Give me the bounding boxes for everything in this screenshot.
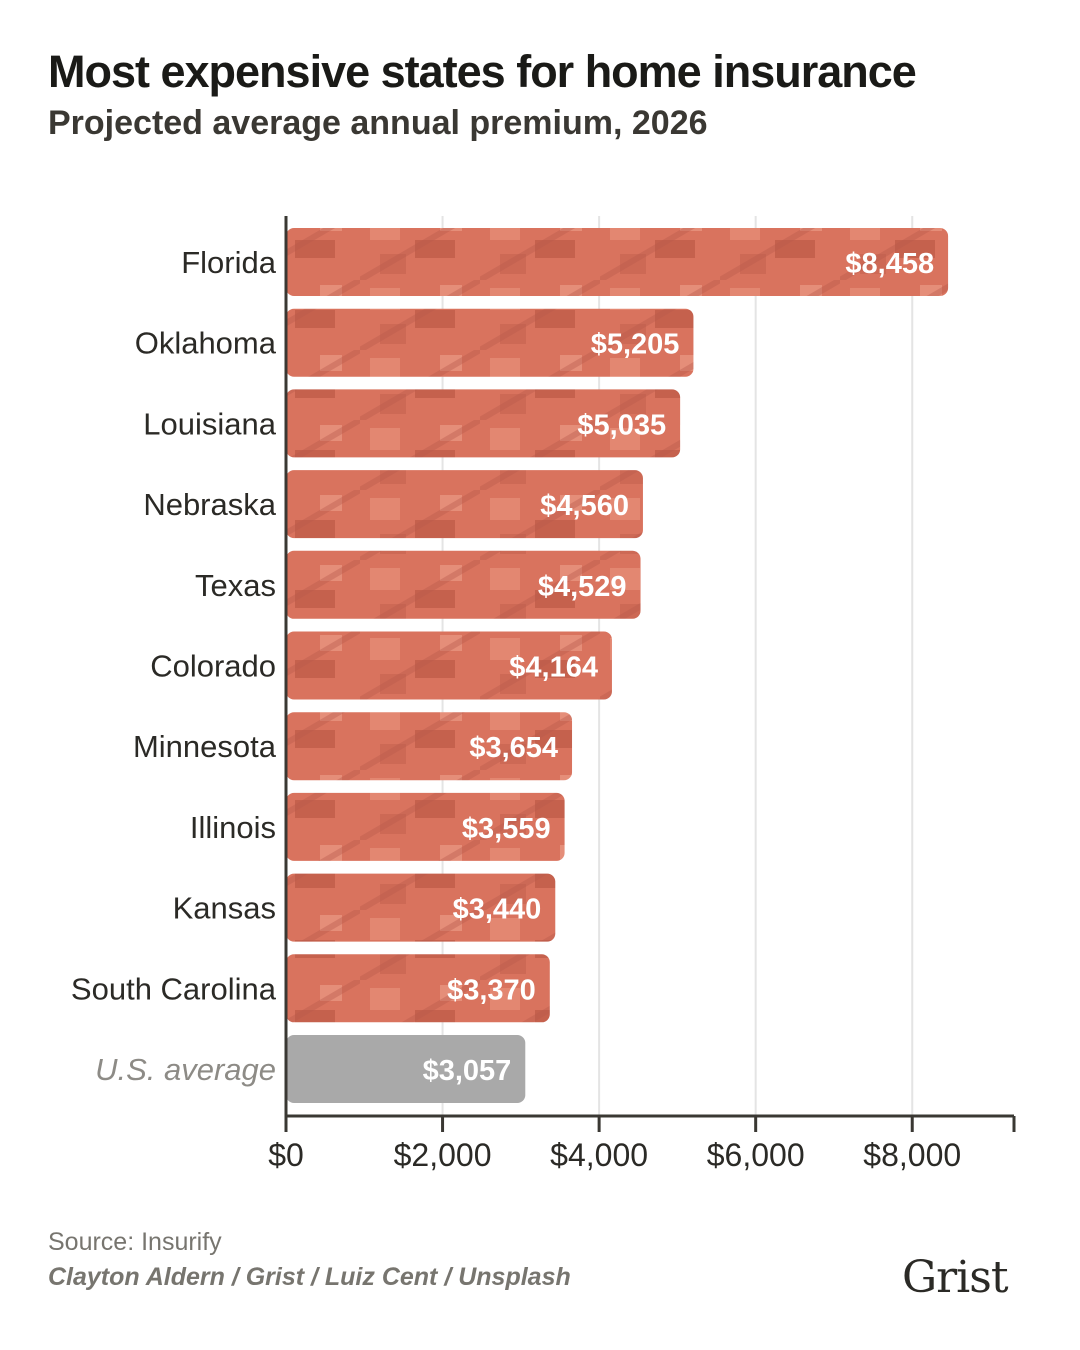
category-label: Texas bbox=[195, 568, 276, 603]
data-label: $5,205 bbox=[591, 329, 680, 361]
bar-chart: Florida $8,458 Oklahoma $5,205 Louisiana $5,0… bbox=[71, 216, 1016, 1173]
category-label: Minnesota bbox=[133, 729, 277, 764]
chart-subtitle: Projected average annual premium, 2026 bbox=[48, 104, 708, 142]
category-label: South Carolina bbox=[71, 971, 277, 1006]
x-tick-label: $0 bbox=[268, 1137, 304, 1173]
data-label: $5,035 bbox=[577, 409, 666, 441]
data-label: $8,458 bbox=[845, 248, 934, 280]
bar bbox=[286, 1035, 526, 1103]
category-label: Florida bbox=[181, 245, 277, 280]
data-label: $4,529 bbox=[538, 571, 627, 603]
bar bbox=[286, 712, 573, 781]
bar bbox=[286, 954, 550, 1023]
grist-logo: Grist bbox=[902, 1252, 1009, 1303]
x-tick-label: $4,000 bbox=[550, 1137, 648, 1173]
category-label: Colorado bbox=[150, 649, 276, 684]
bar bbox=[286, 228, 949, 296]
bar bbox=[286, 873, 556, 942]
data-label: $4,560 bbox=[540, 490, 629, 522]
category-label: Nebraska bbox=[143, 487, 276, 522]
category-label: Illinois bbox=[190, 810, 276, 845]
credit-line: Clayton Aldern / Grist / Luiz Cent / Uns… bbox=[48, 1263, 571, 1291]
category-label: Oklahoma bbox=[135, 326, 277, 361]
x-tick-label: $6,000 bbox=[707, 1137, 805, 1173]
category-label: Louisiana bbox=[143, 406, 276, 441]
data-label: $3,057 bbox=[423, 1055, 512, 1087]
source-note: Source: Insurify bbox=[48, 1228, 222, 1256]
x-tick-label: $2,000 bbox=[394, 1137, 492, 1173]
category-label: Kansas bbox=[173, 891, 276, 926]
bar bbox=[286, 631, 612, 700]
bar bbox=[286, 792, 565, 861]
bar bbox=[286, 389, 681, 458]
data-label: $3,370 bbox=[447, 974, 536, 1006]
data-label: $3,654 bbox=[469, 732, 558, 764]
bar bbox=[286, 470, 643, 539]
data-label: $3,440 bbox=[453, 894, 542, 926]
data-label: $4,164 bbox=[509, 652, 598, 684]
x-tick-label: $8,000 bbox=[863, 1137, 961, 1173]
data-label: $3,559 bbox=[462, 813, 551, 845]
category-label: U.S. average bbox=[95, 1052, 276, 1087]
chart-title: Most expensive states for home insurance bbox=[48, 46, 917, 97]
bar bbox=[286, 308, 694, 377]
bar bbox=[286, 550, 641, 619]
